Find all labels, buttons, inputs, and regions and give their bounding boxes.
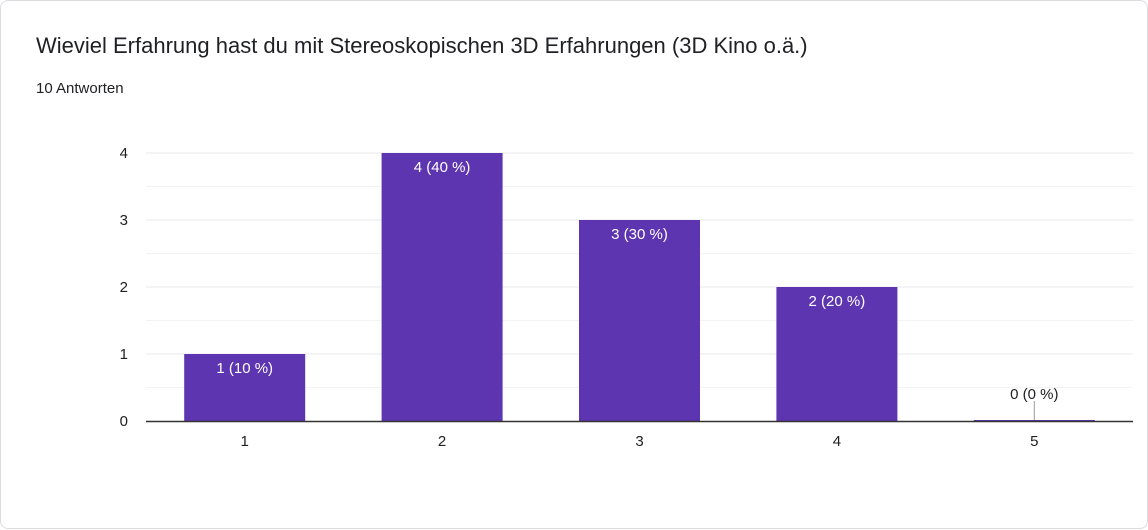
bars	[184, 153, 1095, 421]
x-axis-ticks: 1 2 3 4 5	[241, 433, 1039, 450]
x-tick-label: 1	[241, 433, 249, 450]
x-tick-label: 4	[833, 433, 841, 450]
y-tick-label: 2	[120, 279, 128, 296]
x-tick-label: 3	[635, 433, 643, 450]
y-tick-label: 0	[120, 413, 128, 430]
data-label: 3 (30 %)	[611, 226, 668, 243]
y-tick-label: 4	[120, 145, 128, 162]
y-tick-label: 1	[120, 346, 128, 363]
y-tick-label: 3	[120, 212, 128, 229]
bar-4	[776, 287, 898, 421]
y-axis-ticks: 0 1 2 3 4	[120, 145, 128, 430]
data-label: 1 (10 %)	[216, 360, 273, 377]
data-label: 4 (40 %)	[414, 159, 471, 176]
chart-title: Wieviel Erfahrung hast du mit Stereoskop…	[36, 33, 808, 58]
bar-2	[381, 153, 503, 421]
data-labels: 1 (10 %) 4 (40 %) 3 (30 %) 2 (20 %) 0 (0 %)	[216, 159, 1058, 403]
x-tick-label: 2	[438, 433, 446, 450]
response-count: 10 Antworten	[36, 80, 124, 97]
bar-1	[184, 354, 306, 421]
bar-3	[579, 220, 700, 421]
data-label: 2 (20 %)	[809, 293, 866, 310]
x-tick-label: 5	[1030, 433, 1038, 450]
data-label: 0 (0 %)	[1010, 386, 1058, 403]
